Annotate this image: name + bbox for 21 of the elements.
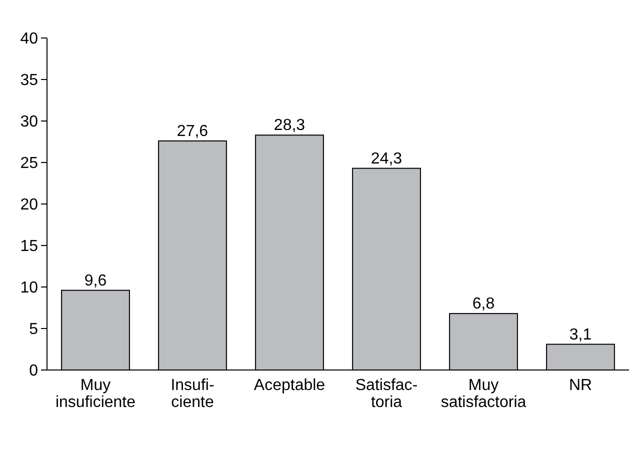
data-label: 9,6 [84,272,107,290]
x-tick-label: Aceptable [254,377,326,394]
data-label: 24,3 [370,150,402,168]
x-tick-label: Muy satisfactoria [440,377,526,411]
y-tick-label: 10 [20,280,38,297]
y-tick-label: 20 [20,196,38,214]
data-label: 27,6 [176,122,208,140]
data-label: 6,8 [472,296,495,313]
y-tick-label: 35 [20,72,38,90]
x-tick-label: Insufi- ciente [170,377,214,411]
y-tick-label: 25 [20,155,38,172]
y-tick-label: 40 [20,30,38,48]
x-tick-label: Satisfac- toria [355,377,418,411]
y-tick-label: 30 [20,114,38,131]
x-tick-label: NR [568,377,592,394]
y-tick-label: 5 [29,321,38,338]
data-label: 28,3 [274,117,306,134]
y-tick-label: 15 [20,238,38,256]
y-tick-label: 0 [29,362,38,380]
x-tick-label: Muy insuficiente [55,377,136,411]
data-label: 3,1 [569,326,592,344]
